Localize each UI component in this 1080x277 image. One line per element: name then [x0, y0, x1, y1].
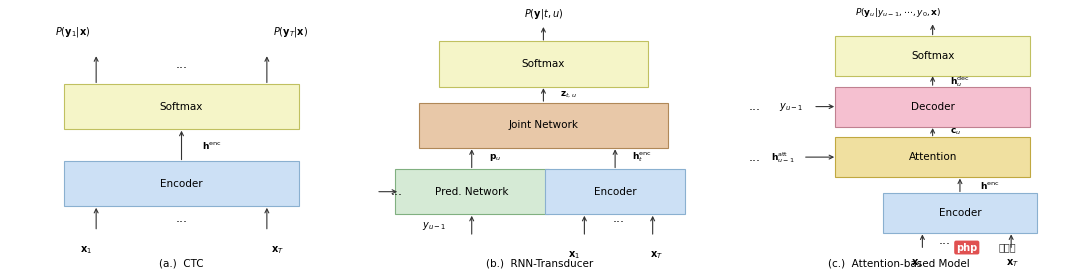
Text: Encoder: Encoder [594, 187, 636, 197]
Text: $\mathbf{c}_u$: $\mathbf{c}_u$ [949, 127, 961, 137]
Text: $P(\mathbf{y}|t, u)$: $P(\mathbf{y}|t, u)$ [524, 7, 563, 20]
Text: $\mathbf{x}_T$: $\mathbf{x}_T$ [271, 244, 284, 256]
Text: (c.)  Attention-based Model: (c.) Attention-based Model [827, 259, 970, 269]
FancyBboxPatch shape [835, 36, 1030, 76]
Text: Attention: Attention [908, 152, 957, 162]
FancyBboxPatch shape [835, 87, 1030, 127]
Text: 中文网: 中文网 [999, 243, 1016, 253]
Text: ...: ... [750, 151, 761, 164]
Text: ...: ... [176, 212, 188, 225]
FancyBboxPatch shape [395, 169, 549, 214]
Text: $P(\mathbf{y}_T|\mathbf{x})$: $P(\mathbf{y}_T|\mathbf{x})$ [273, 25, 308, 39]
Text: Encoder: Encoder [939, 208, 982, 218]
FancyBboxPatch shape [64, 84, 299, 129]
Text: Softmax: Softmax [910, 51, 955, 61]
Text: $\mathbf{x}_T$: $\mathbf{x}_T$ [649, 250, 662, 261]
Text: (a.)  CTC: (a.) CTC [159, 259, 204, 269]
Text: $\mathbf{z}_{t,u}$: $\mathbf{z}_{t,u}$ [561, 89, 578, 100]
Text: $\mathbf{h}_t^{\mathrm{enc}}$: $\mathbf{h}_t^{\mathrm{enc}}$ [632, 150, 651, 164]
Text: (b.)  RNN-Transducer: (b.) RNN-Transducer [486, 259, 594, 269]
FancyBboxPatch shape [440, 42, 648, 87]
FancyBboxPatch shape [835, 137, 1030, 177]
Text: Joint Network: Joint Network [509, 120, 579, 130]
FancyBboxPatch shape [419, 102, 669, 148]
Text: ...: ... [750, 100, 761, 113]
Text: $\mathbf{x}_T$: $\mathbf{x}_T$ [1007, 258, 1020, 269]
Text: $y_{u-1}$: $y_{u-1}$ [422, 220, 446, 232]
Text: $\mathbf{x}_1$: $\mathbf{x}_1$ [912, 258, 923, 269]
Text: $P(\mathbf{y}_u|y_{u-1}, \cdots, y_0, \mathbf{x})$: $P(\mathbf{y}_u|y_{u-1}, \cdots, y_0, \m… [855, 6, 942, 19]
Text: Decoder: Decoder [910, 102, 955, 112]
Text: $\mathbf{h}^{\mathrm{att}}_{u-1}$: $\mathbf{h}^{\mathrm{att}}_{u-1}$ [770, 150, 794, 165]
Text: $y_{u-1}$: $y_{u-1}$ [779, 101, 804, 112]
Text: Softmax: Softmax [522, 59, 565, 69]
Text: ...: ... [176, 58, 188, 71]
Text: $\mathbf{h}_u^{\mathrm{dec}}$: $\mathbf{h}_u^{\mathrm{dec}}$ [949, 74, 969, 89]
Text: Pred. Network: Pred. Network [435, 187, 509, 197]
Text: $\mathbf{h}^{\mathrm{enc}}$: $\mathbf{h}^{\mathrm{enc}}$ [202, 140, 221, 151]
Text: ...: ... [939, 234, 950, 247]
Text: $\mathbf{h}^{\mathrm{enc}}$: $\mathbf{h}^{\mathrm{enc}}$ [981, 179, 1000, 191]
FancyBboxPatch shape [64, 161, 299, 206]
Text: Softmax: Softmax [160, 102, 203, 112]
Text: ...: ... [391, 185, 403, 198]
FancyBboxPatch shape [883, 193, 1037, 233]
Text: $P(\mathbf{y}_1|\mathbf{x})$: $P(\mathbf{y}_1|\mathbf{x})$ [55, 25, 90, 39]
Text: ...: ... [612, 212, 624, 225]
Text: Encoder: Encoder [160, 179, 203, 189]
Text: php: php [956, 243, 977, 253]
Text: $\mathbf{x}_1$: $\mathbf{x}_1$ [568, 250, 580, 261]
FancyBboxPatch shape [545, 169, 685, 214]
Text: $\mathbf{p}_u$: $\mathbf{p}_u$ [489, 152, 501, 163]
Text: $\mathbf{x}_1$: $\mathbf{x}_1$ [80, 244, 92, 256]
